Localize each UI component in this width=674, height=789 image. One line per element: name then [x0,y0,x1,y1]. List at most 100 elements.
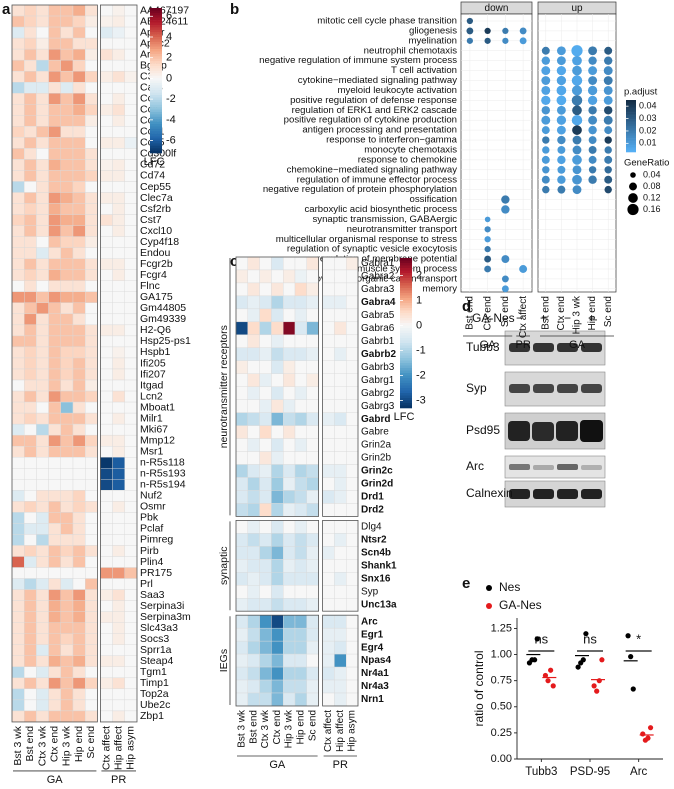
heatmap-cell [36,104,49,116]
heatmap-cell [11,302,25,315]
heatmap-cell [124,379,138,392]
heatmap-cell [84,523,98,535]
heatmap-cell [334,585,347,599]
heatmap-cell [235,425,249,439]
row-label: Ifi205 [140,357,166,369]
row-label: Clec7a [140,192,173,204]
heatmap-cell [247,282,260,297]
colorbar-swatch [400,378,412,381]
row-label: Cep55 [140,181,171,193]
y-tick-label: 0.75 [491,675,512,687]
heatmap-cell [112,137,125,149]
dot [484,236,491,243]
heatmap-cell [60,126,74,138]
heatmap-cell [36,48,49,61]
row-label: Grin2b [361,453,391,464]
heatmap-cell [259,464,272,478]
heatmap-cell [322,425,335,439]
dot [603,76,613,85]
row-label: Plin4 [140,556,164,568]
heatmap-cell [24,688,37,701]
dot [572,185,582,195]
heatmap-cell [247,585,260,599]
heatmap-cell [11,578,25,590]
heatmap-cell [84,59,98,72]
panel-label: d [462,298,471,315]
heatmap-cell [100,446,113,458]
heatmap-cell [60,446,74,458]
heatmap-cell [60,291,74,304]
heatmap-cell [36,214,49,226]
colorbar-swatch [626,143,636,146]
heatmap-cell [259,572,272,586]
heatmap-cell [60,688,74,701]
row-label: Gabra3 [361,284,395,295]
heatmap-cell [112,644,125,656]
colorbar-swatch [400,263,412,266]
heatmap-cell [322,520,335,534]
heatmap-cell [306,360,319,374]
heatmap-cell [36,457,49,469]
heatmap-cell [112,611,125,623]
heatmap-cell [271,308,284,323]
heatmap-cell [271,399,284,413]
heatmap-cell [60,225,74,237]
heatmap-cell [124,335,138,348]
heatmap-cell [235,614,249,629]
heatmap-cell [112,104,125,116]
row-label: Zbp1 [140,710,164,722]
heatmap-cell [235,653,249,668]
heatmap-cell [100,313,113,326]
heatmap-cell [112,688,125,701]
heatmap-cell [72,313,86,326]
heatmap-cell [271,614,284,629]
row-label: Nrn1 [361,694,384,705]
term-label: neurotransmitter transport [347,224,458,235]
heatmap-cell [306,334,319,348]
column-label: Hip affect [112,726,124,770]
heatmap-cell [124,59,138,72]
row-label: Msr1 [140,445,163,457]
heatmap-cell [60,390,74,403]
heatmap-cell [11,346,25,359]
column-label: Bst end [540,296,551,330]
heatmap-cell [48,501,61,513]
heatmap-cell [283,546,296,560]
dot [604,166,612,174]
heatmap-cell [100,699,113,712]
heatmap-cell [100,512,113,524]
dot [501,275,509,283]
heatmap-cell [271,464,284,478]
heatmap-cell [100,545,113,557]
column-label: Hip end [73,726,85,762]
heatmap-cell [36,225,49,237]
heatmap-cell [124,600,138,612]
colorbar-swatch [400,280,412,284]
heatmap-cell [124,324,138,337]
heatmap-cell [334,572,347,586]
legend-label: Nes [499,580,520,594]
heatmap-cell [48,357,61,370]
heatmap-cell [11,192,25,204]
colorbar-swatch [150,138,162,142]
colorbar-swatch [400,315,412,319]
heatmap-cell [48,48,61,61]
colorbar-swatch [400,400,412,404]
heatmap-cell [259,269,272,284]
heatmap-cell [247,451,260,465]
band [557,489,578,499]
heatmap-cell [334,464,347,478]
heatmap-cell [235,438,249,452]
heatmap-cell [100,214,113,226]
colorbar-swatch [400,395,412,399]
term-label: carboxylic acid biosynthetic process [304,204,457,215]
heatmap-cell [24,26,37,39]
heatmap-cell [235,692,249,707]
heatmap-cell [283,360,296,374]
dot [587,95,598,106]
column-label: Ctx affect [100,726,112,770]
band [532,422,554,441]
dot [604,126,613,135]
heatmap-cell [60,677,74,690]
heatmap-cell [84,192,98,204]
